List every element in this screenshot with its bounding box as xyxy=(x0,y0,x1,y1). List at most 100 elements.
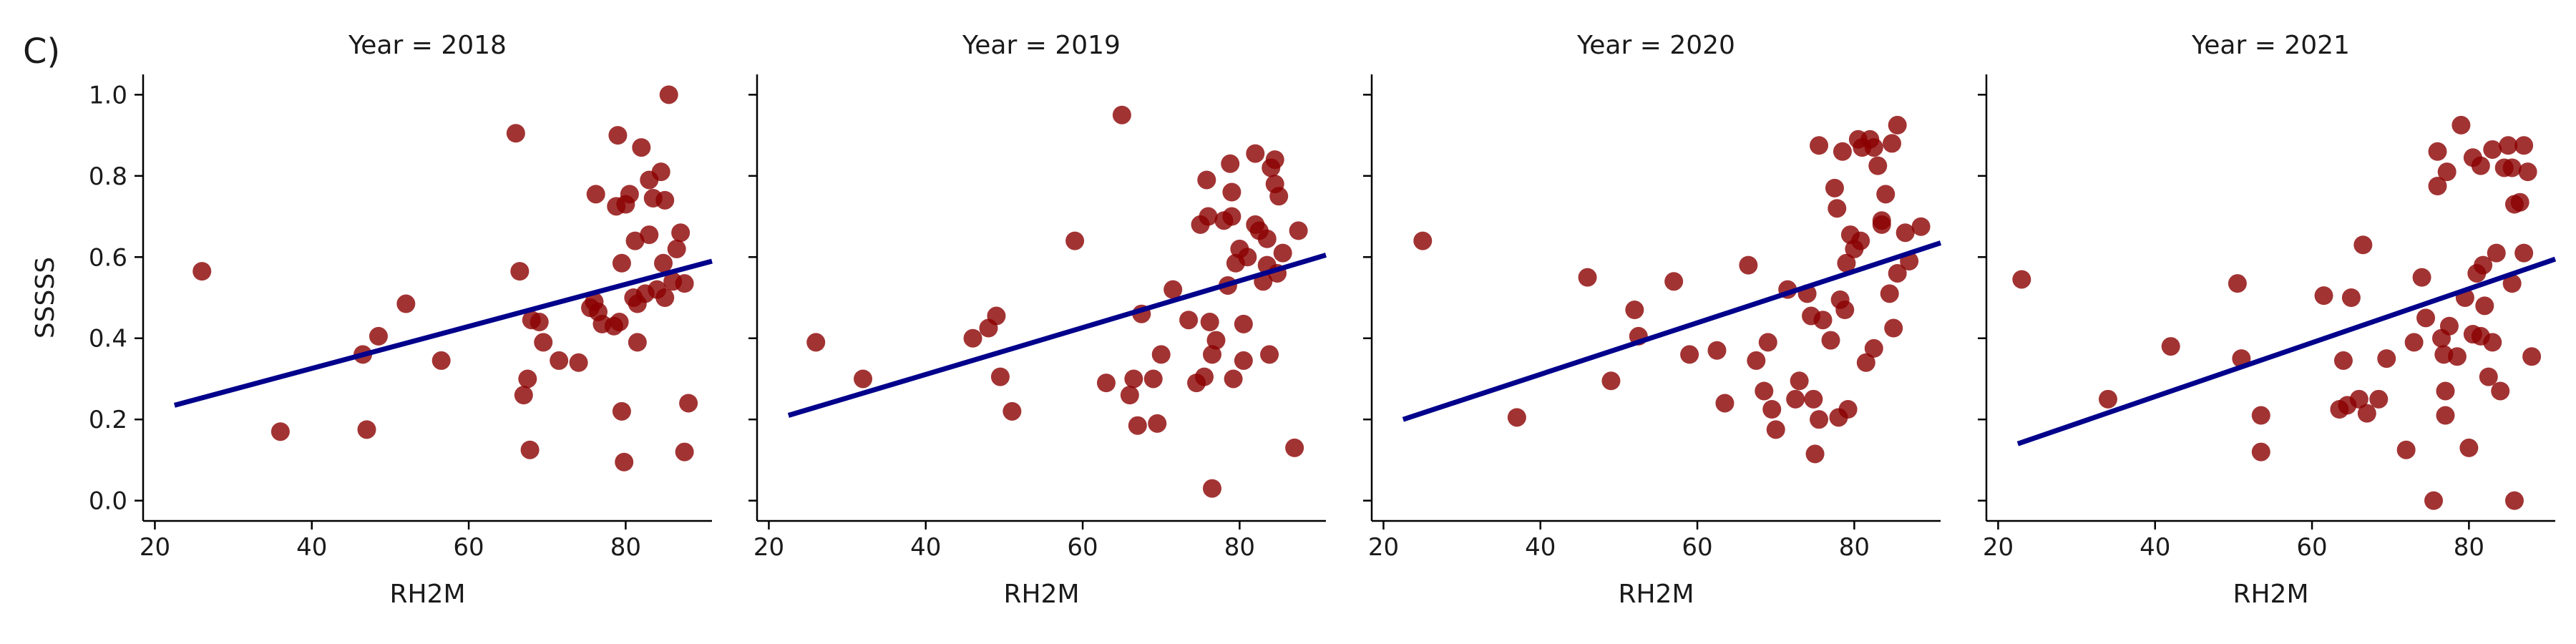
scatter-point xyxy=(1413,231,1433,250)
scatter-point xyxy=(2439,316,2459,336)
scatter-point xyxy=(1269,187,1289,206)
scatter-point xyxy=(2504,491,2524,510)
scatter-point xyxy=(1601,371,1621,391)
panel-title: Year = 2019 xyxy=(962,31,1121,60)
y-tick-label: 0.4 xyxy=(89,325,127,353)
scatter-point xyxy=(1856,353,1875,372)
scatter-point xyxy=(675,442,694,462)
x-axis-label: RH2M xyxy=(1003,580,1079,609)
scatter-point xyxy=(514,386,533,405)
scatter-point xyxy=(1825,178,1844,197)
scatter-point xyxy=(1880,284,1899,303)
x-tick-label: 20 xyxy=(1368,533,1399,562)
scatter-point xyxy=(1864,138,1883,157)
scatter-point xyxy=(1238,248,1257,267)
scatter-point xyxy=(2471,156,2490,175)
scatter-point xyxy=(2098,389,2117,409)
panel-title: Year = 2018 xyxy=(348,31,507,60)
scatter-point xyxy=(1872,211,1891,230)
scatter-point xyxy=(2437,162,2457,182)
scatter-point xyxy=(1888,263,1907,283)
scatter-point xyxy=(1868,156,1888,175)
scatter-point xyxy=(1096,374,1116,393)
scatter-points xyxy=(806,105,1308,498)
x-tick-label: 40 xyxy=(1525,533,1556,562)
scatter-point xyxy=(1739,255,1758,275)
facet-panel-4: Year = 2021 20 40 60 80 RH2M xyxy=(1978,31,2557,609)
scatter-point xyxy=(1766,420,1785,439)
scatter-point xyxy=(628,333,647,352)
scatter-point xyxy=(2518,162,2537,182)
scatter-point xyxy=(2510,192,2529,212)
scatter-point xyxy=(1148,414,1167,433)
scatter-point xyxy=(608,126,628,145)
scatter-point xyxy=(1835,301,1855,320)
scatter-point xyxy=(1507,408,1526,427)
x-tick-label: 80 xyxy=(1224,533,1255,562)
scatter-point xyxy=(1143,369,1163,389)
facet-panel-3: Year = 2020 20 40 60 80 RH2M xyxy=(1363,31,1942,609)
scatter-point xyxy=(2314,286,2333,306)
scatter-point xyxy=(1222,182,1241,202)
scatter-points xyxy=(1413,115,1931,464)
scatter-point xyxy=(1896,223,1915,243)
scatter-point xyxy=(2428,177,2447,195)
scatter-point xyxy=(632,138,651,157)
scatter-point xyxy=(2251,442,2270,462)
panel-letter: C) xyxy=(23,31,60,72)
scatter-point xyxy=(2012,270,2031,289)
scatter-point xyxy=(1065,231,1085,250)
scatter-point xyxy=(510,262,530,281)
regression-line xyxy=(2016,256,2557,447)
scatter-point xyxy=(520,440,540,459)
scatter-point xyxy=(1195,367,1214,386)
scatter-point xyxy=(1876,185,1896,204)
panels: Year = 2018 20 40 60 80 0.0 0.2 0.4 0.6 0.8 1.0 RH2… xyxy=(31,31,2557,609)
scatter-point xyxy=(1199,207,1218,226)
scatter-point xyxy=(2514,136,2534,155)
scatter-point xyxy=(655,190,675,210)
scatter-point xyxy=(518,369,537,389)
scatter-point xyxy=(1206,331,1226,350)
scatter-point xyxy=(2161,337,2180,356)
scatter-point xyxy=(369,326,388,346)
scatter-points xyxy=(2012,115,2542,510)
scatter-point xyxy=(2416,308,2436,328)
x-tick-label: 40 xyxy=(910,533,941,562)
panel-title: Year = 2020 xyxy=(1576,31,1735,60)
scatter-point xyxy=(2499,136,2518,155)
y-tick-label: 0.6 xyxy=(89,243,127,272)
scatter-point xyxy=(1224,369,1243,389)
scatter-point xyxy=(530,313,549,332)
scatter-point xyxy=(675,274,694,293)
scatter-point xyxy=(1246,144,1265,163)
scatter-point xyxy=(2502,274,2522,293)
scatter-point xyxy=(640,225,659,245)
scatter-point xyxy=(2502,158,2522,177)
scatter-point xyxy=(2333,351,2353,370)
scatter-point xyxy=(625,231,645,250)
x-tick-label: 40 xyxy=(296,533,327,562)
x-tick-label: 60 xyxy=(1682,533,1712,562)
scatter-point xyxy=(1838,400,1858,419)
scatter-point xyxy=(1578,268,1597,287)
scatter-point xyxy=(1851,231,1870,250)
scatter-point xyxy=(534,333,553,352)
scatter-point xyxy=(671,223,691,243)
scatter-point xyxy=(1203,345,1221,364)
scatter-point xyxy=(1911,217,1931,236)
scatter-point xyxy=(1289,221,1308,240)
scatter-point xyxy=(654,253,673,273)
scatter-point xyxy=(1179,311,1199,330)
scatter-point xyxy=(806,333,826,352)
x-tick-label: 60 xyxy=(453,533,484,562)
y-axis-label: SSSSS xyxy=(31,257,60,338)
scatter-point xyxy=(1222,207,1241,226)
x-tick-label: 80 xyxy=(1839,533,1870,562)
scatter-point xyxy=(2404,333,2424,352)
scatter-point xyxy=(1837,253,1856,273)
y-tick-label: 0.0 xyxy=(89,487,127,516)
scatter-point xyxy=(1200,313,1219,332)
scatter-point xyxy=(2428,142,2447,161)
scatter-point xyxy=(1810,410,1829,429)
